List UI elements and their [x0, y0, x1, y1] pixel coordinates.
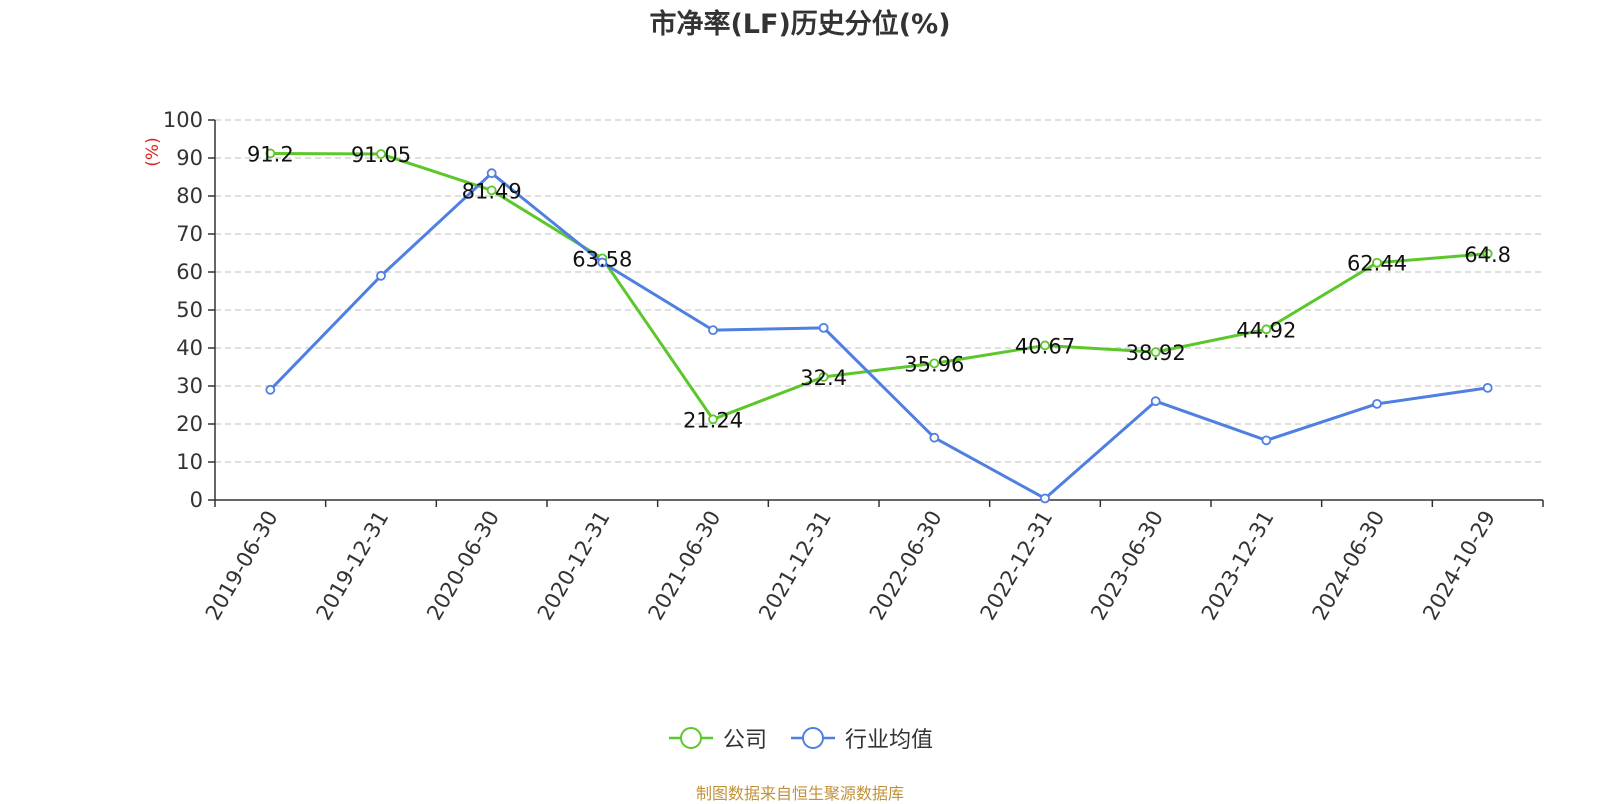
data-point-s1-0[interactable]	[265, 384, 276, 395]
data-point-s0-11[interactable]	[1482, 248, 1493, 259]
data-label-10: 62.44	[1347, 252, 1407, 276]
legend: 公司 行业均值	[0, 722, 1600, 754]
data-point-s1-1[interactable]	[376, 270, 386, 281]
y-tick-label-10: 10	[176, 450, 203, 474]
x-tick-label-2022-12-31: 2022-12-31	[976, 507, 1058, 625]
data-label-8: 38.92	[1126, 341, 1186, 365]
data-point-s1-3[interactable]	[597, 257, 608, 268]
data-point-s0-7[interactable]	[1040, 340, 1050, 351]
series-line-0	[270, 151, 1488, 421]
data-label-11: 64.8	[1464, 243, 1511, 267]
x-tick-label-2024-06-30: 2024-06-30	[1308, 507, 1390, 625]
data-point-s1-9[interactable]	[1261, 435, 1272, 446]
data-point-s0-6[interactable]	[929, 358, 940, 369]
data-label-9: 44.92	[1236, 318, 1296, 342]
y-tick-label-60: 60	[176, 260, 203, 284]
data-point-s1-11[interactable]	[1482, 382, 1493, 393]
grid-lines	[215, 119, 1543, 463]
data-point-s1-5[interactable]	[818, 322, 829, 333]
data-label-7: 40.67	[1015, 334, 1075, 358]
legend-label-industry-average: 行业均值	[845, 728, 934, 753]
data-point-s1-2[interactable]	[486, 168, 497, 179]
x-tick-label-2020-12-31: 2020-12-31	[533, 507, 615, 625]
legend-item-company[interactable]: 公司	[667, 722, 767, 754]
series	[265, 148, 1493, 504]
industry-series-icon	[791, 727, 835, 749]
y-tick-label-100: 100	[163, 108, 203, 132]
x-tick-label-2020-06-30: 2020-06-30	[422, 506, 504, 624]
data-point-s0-8[interactable]	[1150, 347, 1161, 358]
data-point-s0-0[interactable]	[265, 148, 276, 159]
company-series-icon	[668, 727, 713, 749]
y-tick-label-0: 0	[190, 488, 203, 512]
y-tick-label-50: 50	[176, 298, 203, 322]
y-tick-label-90: 90	[176, 146, 203, 170]
y-tick-label-70: 70	[176, 222, 203, 246]
data-label-0: 91.2	[247, 142, 294, 166]
data-point-s1-10[interactable]	[1372, 398, 1382, 409]
x-tick-label-2019-06-30: 2019-06-30	[201, 507, 283, 625]
y-axis-label: (%)	[143, 137, 163, 166]
source-note: 制图数据来自恒生聚源数据库	[695, 784, 904, 803]
data-point-s0-1[interactable]	[376, 149, 386, 159]
series-line-1	[269, 171, 1488, 500]
data-point-s0-5[interactable]	[818, 371, 829, 382]
y-tick-label-80: 80	[176, 184, 203, 208]
data-point-s0-9[interactable]	[1261, 324, 1272, 335]
y-tick-label-30: 30	[176, 374, 203, 398]
legend-item-industry-average[interactable]: 行业均值	[789, 722, 933, 754]
data-point-s1-8[interactable]	[1150, 396, 1161, 407]
x-tick-label-2019-12-31: 2019-12-31	[312, 507, 394, 625]
data-label-2: 81.49	[462, 179, 522, 203]
x-tick-label-2023-12-31: 2023-12-31	[1197, 507, 1279, 625]
chart-title: 市净率(LF)历史分位(%)	[649, 9, 951, 40]
x-tick-label-2021-06-30: 2021-06-30	[644, 507, 726, 625]
data-label-1: 91.05	[351, 143, 411, 167]
y-tick-label-40: 40	[176, 336, 203, 360]
data-label-5: 32.4	[800, 366, 847, 390]
axes: 0 10 20 30 40 50 60 70 80 90 100 2019-06-30 2019-12-…	[163, 108, 1544, 625]
data-point-s1-6[interactable]	[929, 432, 940, 443]
data-point-s0-10[interactable]	[1372, 257, 1382, 268]
data-point-s0-4[interactable]	[708, 414, 718, 425]
x-tick-label-2021-12-31: 2021-12-31	[754, 507, 836, 625]
data-labels: 91.2 91.05 81.49 63.58 21.24 32.4 35.96 40.67 38…	[247, 142, 1511, 432]
x-tick-label-2024-10-29: 2024-10-29	[1418, 507, 1500, 625]
x-tick-label-2023-06-30: 2023-06-30	[1086, 507, 1168, 625]
data-point-s1-4[interactable]	[708, 325, 718, 336]
y-tick-label-20: 20	[176, 412, 203, 436]
data-label-3: 63.58	[572, 247, 632, 271]
legend-label-company: 公司	[722, 728, 767, 753]
x-tick-label-2022-06-30: 2022-06-30	[865, 506, 947, 624]
data-label-6: 35.96	[904, 352, 964, 376]
data-point-s1-7[interactable]	[1040, 493, 1050, 504]
data-label-4: 21.24	[683, 408, 743, 432]
data-point-s0-2[interactable]	[486, 185, 497, 196]
